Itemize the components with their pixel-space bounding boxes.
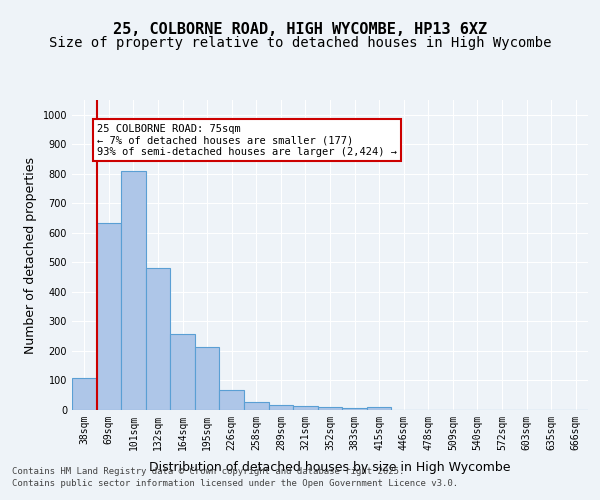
Bar	[244, 402, 269, 410]
Bar	[293, 406, 318, 410]
Text: Size of property relative to detached houses in High Wycombe: Size of property relative to detached ho…	[49, 36, 551, 50]
Bar	[318, 407, 342, 410]
Text: 25, COLBORNE ROAD, HIGH WYCOMBE, HP13 6XZ: 25, COLBORNE ROAD, HIGH WYCOMBE, HP13 6X…	[113, 22, 487, 38]
Bar	[269, 404, 293, 410]
Bar	[220, 390, 244, 410]
Bar	[121, 171, 146, 410]
Bar	[97, 222, 121, 410]
Bar	[146, 268, 170, 410]
Text: Contains HM Land Registry data © Crown copyright and database right 2025.: Contains HM Land Registry data © Crown c…	[12, 468, 404, 476]
Bar	[195, 348, 220, 410]
Bar	[342, 408, 367, 410]
Y-axis label: Number of detached properties: Number of detached properties	[24, 156, 37, 354]
Bar	[170, 334, 195, 410]
Bar	[367, 407, 391, 410]
Text: Contains public sector information licensed under the Open Government Licence v3: Contains public sector information licen…	[12, 479, 458, 488]
X-axis label: Distribution of detached houses by size in High Wycombe: Distribution of detached houses by size …	[149, 461, 511, 474]
Text: 25 COLBORNE ROAD: 75sqm
← 7% of detached houses are smaller (177)
93% of semi-de: 25 COLBORNE ROAD: 75sqm ← 7% of detached…	[97, 124, 397, 157]
Bar	[72, 378, 97, 410]
